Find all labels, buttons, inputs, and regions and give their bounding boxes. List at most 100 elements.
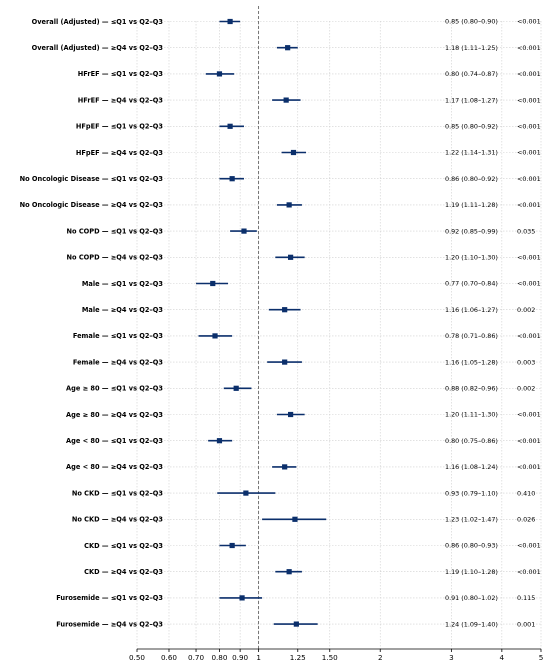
p-value-15: <0.001 (517, 411, 541, 419)
row-label-23: Furosemide — ≥Q4 vs Q2–Q3 (56, 620, 163, 628)
point-estimate-1 (285, 45, 291, 51)
row-label-0: Overall (Adjusted) — ≤Q1 vs Q2–Q3 (32, 18, 164, 26)
x-tick-label-9: 3 (449, 653, 454, 662)
row-label-20: CKD — ≤Q1 vs Q2–Q3 (84, 542, 163, 550)
p-value-19: 0.026 (517, 516, 535, 524)
p-value-1: <0.001 (517, 44, 541, 52)
row-label-3: HFrEF — ≥Q4 vs Q2–Q3 (78, 96, 164, 104)
x-tick-label-2: 0.70 (188, 653, 204, 662)
row-label-13: Female — ≥Q4 vs Q2–Q3 (73, 358, 164, 366)
ci-text-3: 1.17 (1.08–1.27) (445, 96, 498, 104)
row-label-5: HFpEF — ≥Q4 vs Q2–Q3 (76, 149, 164, 157)
row-label-10: Male — ≤Q1 vs Q2–Q3 (82, 280, 164, 288)
p-value-17: <0.001 (517, 463, 541, 471)
point-estimate-21 (286, 569, 292, 575)
point-estimate-23 (293, 621, 299, 627)
x-tick-label-1: 0.60 (161, 653, 177, 662)
p-value-5: <0.001 (517, 149, 541, 157)
ci-text-10: 0.77 (0.70–0.84) (445, 280, 498, 288)
p-value-7: <0.001 (517, 201, 541, 209)
x-tick-label-3: 0.80 (211, 653, 227, 662)
ci-text-6: 0.86 (0.80–0.92) (445, 175, 498, 183)
row-label-12: Female — ≤Q1 vs Q2–Q3 (73, 332, 164, 340)
x-axis: 0.50 0.60 0.70 0.80 0.90 1 1.25 1.50 2 3 4 5 (129, 648, 544, 662)
p-value-14: 0.002 (517, 385, 535, 393)
point-estimate-13 (282, 359, 288, 365)
p-value-16: <0.001 (517, 437, 541, 445)
grid-layer (136, 21, 542, 649)
ci-text-13: 1.16 (1.05–1.28) (445, 358, 498, 366)
p-value-10: <0.001 (517, 280, 541, 288)
point-estimate-10 (210, 280, 216, 287)
row-label-1: Overall (Adjusted) — ≥Q4 vs Q2–Q3 (32, 44, 164, 52)
ci-text-17: 1.16 (1.08–1.24) (445, 463, 498, 471)
p-value-20: <0.001 (517, 542, 541, 550)
point-estimate-14 (233, 385, 239, 391)
ci-text-16: 0.80 (0.75–0.86) (445, 437, 498, 445)
row-label-2: HFrEF — ≤Q1 vs Q2–Q3 (78, 70, 164, 78)
ci-text-8: 0.92 (0.85–0.99) (445, 227, 498, 235)
p-value-22: 0.115 (517, 594, 535, 602)
rows-layer: Overall (Adjusted) — ≤Q1 vs Q2–Q3 0.85 (0… (20, 18, 541, 629)
row-label-7: No Oncologic Disease — ≥Q4 vs Q2–Q3 (20, 201, 164, 209)
point-estimate-15 (288, 411, 294, 418)
ci-text-21: 1.19 (1.10–1.28) (445, 568, 498, 576)
ci-text-2: 0.80 (0.74–0.87) (445, 70, 498, 78)
ci-text-7: 1.19 (1.11–1.28) (445, 201, 498, 209)
x-tick-label-7: 1.50 (322, 653, 338, 662)
x-tick-label-8: 2 (378, 653, 383, 662)
ci-text-4: 0.85 (0.80–0.92) (445, 123, 498, 131)
row-label-15: Age ≥ 80 — ≥Q4 vs Q2–Q3 (66, 411, 163, 419)
ci-text-11: 1.16 (1.06–1.27) (445, 306, 498, 314)
x-tick-label-4: 0.90 (232, 653, 248, 662)
ci-text-1: 1.18 (1.11–1.25) (445, 44, 498, 52)
x-tick-label-11: 5 (539, 653, 544, 662)
point-estimate-18 (243, 490, 249, 496)
x-tick-label-0: 0.50 (129, 653, 145, 662)
ci-text-0: 0.85 (0.80–0.90) (445, 18, 498, 26)
ci-text-12: 0.78 (0.71–0.86) (445, 332, 498, 340)
point-estimate-2 (216, 71, 223, 77)
point-estimate-9 (288, 254, 294, 260)
row-label-19: No CKD — ≥Q4 vs Q2–Q3 (72, 516, 164, 524)
row-label-22: Furosemide — ≤Q1 vs Q2–Q3 (56, 594, 163, 602)
point-estimate-16 (216, 438, 223, 444)
ci-text-15: 1.20 (1.11–1.30) (445, 411, 498, 419)
point-estimate-3 (283, 97, 289, 103)
point-estimate-5 (290, 149, 297, 156)
row-label-8: No COPD — ≤Q1 vs Q2–Q3 (67, 227, 164, 235)
p-value-3: <0.001 (517, 96, 541, 104)
point-estimate-6 (229, 176, 235, 182)
point-estimate-7 (286, 202, 292, 208)
row-label-16: Age < 80 — ≤Q1 vs Q2–Q3 (66, 437, 163, 445)
p-value-2: <0.001 (517, 70, 541, 78)
p-value-6: <0.001 (517, 175, 541, 183)
x-tick-label-6: 1.25 (290, 653, 306, 662)
ci-text-9: 1.20 (1.10–1.30) (445, 254, 498, 262)
row-label-4: HFpEF — ≤Q1 vs Q2–Q3 (76, 123, 164, 131)
p-value-0: <0.001 (517, 18, 541, 26)
point-estimate-17 (282, 464, 288, 470)
x-tick-label-5: 1 (256, 653, 261, 662)
ci-text-18: 0.93 (0.79–1.10) (445, 489, 498, 497)
p-value-12: <0.001 (517, 332, 541, 340)
row-label-17: Age < 80 — ≥Q4 vs Q2–Q3 (66, 463, 163, 471)
p-value-9: <0.001 (517, 254, 541, 262)
point-estimate-12 (212, 333, 218, 339)
point-estimate-0 (227, 18, 233, 25)
ci-text-14: 0.88 (0.82–0.96) (445, 385, 498, 393)
p-value-23: 0.001 (517, 620, 535, 628)
p-value-18: 0.410 (517, 489, 535, 497)
point-estimate-22 (239, 595, 245, 601)
ci-text-5: 1.22 (1.14–1.31) (445, 149, 498, 157)
row-label-14: Age ≥ 80 — ≤Q1 vs Q2–Q3 (66, 385, 163, 393)
x-tick-label-10: 4 (500, 653, 505, 662)
row-label-11: Male — ≥Q4 vs Q2–Q3 (82, 306, 164, 314)
point-estimate-4 (227, 123, 233, 129)
p-value-4: <0.001 (517, 123, 541, 131)
ci-text-22: 0.91 (0.80–1.02) (445, 594, 498, 602)
row-label-21: CKD — ≥Q4 vs Q2–Q3 (84, 568, 163, 576)
row-label-9: No COPD — ≥Q4 vs Q2–Q3 (67, 254, 164, 262)
point-estimate-19 (292, 516, 298, 522)
p-value-11: 0.002 (517, 306, 535, 314)
